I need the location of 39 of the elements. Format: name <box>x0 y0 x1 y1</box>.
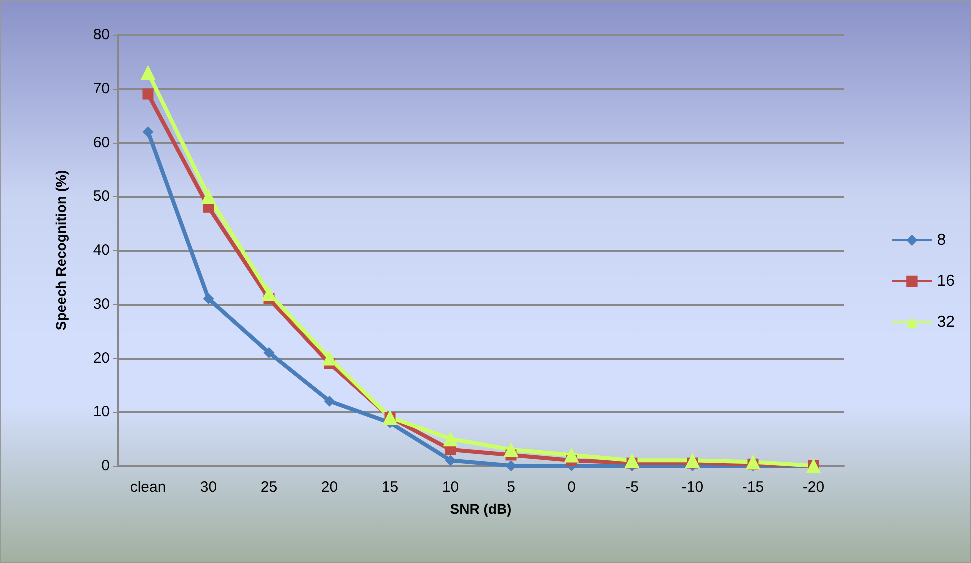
x-tick-label: -5 <box>626 479 639 496</box>
x-tick-label: clean <box>130 479 166 496</box>
legend-label: 16 <box>937 273 956 290</box>
x-tick-label: 0 <box>568 479 576 496</box>
point <box>203 293 214 304</box>
x-tick-label: 10 <box>442 479 460 496</box>
x-tick-label: -10 <box>682 479 704 496</box>
point <box>142 126 154 138</box>
y-tick-label: 20 <box>93 350 110 367</box>
point <box>443 432 458 447</box>
x-tick-label: 20 <box>321 479 338 496</box>
y-tick-label: 0 <box>102 458 110 474</box>
y-tick-label: 40 <box>93 242 110 259</box>
y-tick-label: 50 <box>93 188 110 206</box>
legend-label: 8 <box>937 232 946 249</box>
x-tick-label: 15 <box>382 479 399 496</box>
point <box>201 189 216 204</box>
y-axis-title: Speech Recognition (%) <box>53 170 69 331</box>
point <box>262 286 277 302</box>
x-axis-title: SNR (dB) <box>450 501 512 517</box>
y-tick-label: 60 <box>93 134 110 152</box>
point <box>564 448 580 463</box>
y-tick-label: 80 <box>93 26 110 44</box>
point <box>142 88 154 100</box>
y-tick-label: 10 <box>93 404 110 421</box>
legend-label: 32 <box>937 314 956 331</box>
y-tick-label: 30 <box>93 296 110 313</box>
x-tick-label: -20 <box>802 479 825 496</box>
point <box>324 396 336 407</box>
x-tick-label: 30 <box>200 479 218 496</box>
point <box>504 442 519 458</box>
x-tick-label: -15 <box>742 479 764 496</box>
y-tick-label: 70 <box>93 80 110 98</box>
point <box>322 350 338 366</box>
x-tick-label: 5 <box>507 479 516 496</box>
point <box>140 65 156 80</box>
x-tick-label: 25 <box>260 479 278 496</box>
point <box>746 454 761 470</box>
point <box>264 347 275 358</box>
